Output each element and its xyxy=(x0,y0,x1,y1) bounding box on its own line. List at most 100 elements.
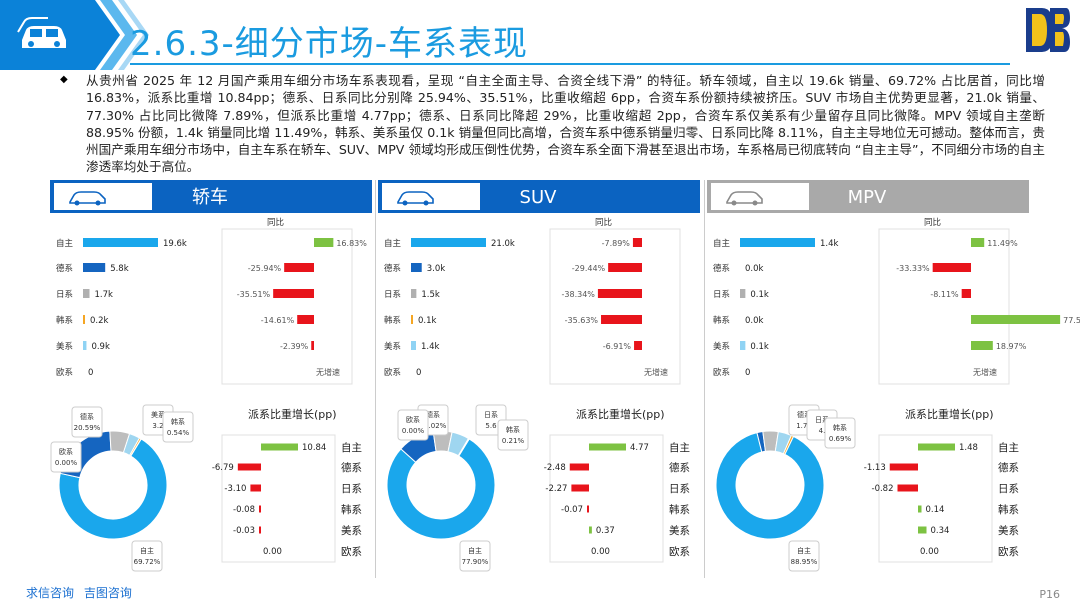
sales-label: 0.9k xyxy=(91,342,110,352)
donut-callout-box xyxy=(71,406,103,438)
category-label: 德系 xyxy=(56,263,73,274)
pp-category-label: 美系 xyxy=(341,524,362,537)
footer-link-jitu[interactable]: 吉图咨询 xyxy=(83,586,132,600)
category-label: 日系 xyxy=(56,289,73,300)
sales-label: 0.1k xyxy=(750,290,769,300)
pp-category-label: 德系 xyxy=(998,461,1019,474)
donut-callout-box xyxy=(824,417,856,449)
category-label: 美系 xyxy=(384,341,401,352)
pp-label: 0.37 xyxy=(596,526,615,536)
category-label: 自主 xyxy=(713,238,731,249)
pp-label: 0.34 xyxy=(931,526,950,536)
pp-category-label: 美系 xyxy=(998,524,1019,537)
pp-category-label: 日系 xyxy=(669,483,690,495)
yoy-bar xyxy=(634,341,642,350)
yoy-chart-frame xyxy=(549,228,681,385)
pp-label: 4.77 xyxy=(630,443,649,453)
yoy-label: 无增速 xyxy=(644,367,668,377)
page-title: 2.6.3-细分市场-车系表现 xyxy=(130,24,529,64)
category-label: 美系 xyxy=(713,341,730,352)
yoy-label: -6.91% xyxy=(603,342,632,351)
pp-label: -1.13 xyxy=(864,463,886,473)
yoy-label: -8.11% xyxy=(930,290,959,299)
donut-callout-name: 欧系 xyxy=(406,415,420,424)
pp-bar xyxy=(569,463,589,471)
yoy-label: -38.34% xyxy=(562,290,596,299)
donut-callout-box xyxy=(397,409,429,441)
category-label: 自主 xyxy=(384,238,402,249)
pp-category-label: 韩系 xyxy=(669,503,690,516)
yoy-bar xyxy=(601,315,642,324)
donut-callout-box xyxy=(788,540,820,572)
car-wheel-icon xyxy=(423,200,429,206)
pp-title: 派系比重增长(pp) xyxy=(576,407,665,421)
pp-bar xyxy=(571,484,589,492)
yoy-label: -25.94% xyxy=(248,264,282,273)
donut-callout-value: 3.2 xyxy=(152,422,163,430)
yoy-bar xyxy=(284,263,314,272)
category-label: 欧系 xyxy=(713,367,730,378)
yoy-label: 77.50% xyxy=(1063,316,1080,325)
yoy-label: 无增速 xyxy=(316,367,340,377)
pp-bar xyxy=(259,526,261,534)
sales-bar xyxy=(411,289,417,298)
pp-label: 0.00 xyxy=(263,547,282,557)
pp-label: -0.82 xyxy=(872,484,894,494)
pp-label: 0.00 xyxy=(591,547,610,557)
sales-label: 0 xyxy=(88,368,93,378)
yoy-bar xyxy=(311,341,314,350)
donut-callout-name: 自主 xyxy=(140,546,154,555)
category-label: 韩系 xyxy=(713,315,730,326)
sales-label: 5.8k xyxy=(110,264,129,274)
yoy-label: -35.63% xyxy=(565,316,599,325)
category-label: 欧系 xyxy=(56,367,73,378)
donut-slice xyxy=(782,434,795,456)
car-icon xyxy=(726,191,763,204)
pp-category-label: 德系 xyxy=(669,461,690,474)
donut-slice xyxy=(386,438,496,540)
sales-bar xyxy=(83,341,87,350)
category-label: 欧系 xyxy=(384,367,401,378)
donut-callout-box xyxy=(459,540,491,572)
pp-bar xyxy=(918,526,927,534)
donut-callout-name: 日系 xyxy=(484,410,498,419)
pp-bar xyxy=(259,505,261,513)
pp-label: -6.79 xyxy=(212,463,234,473)
donut-callout-value: 0.69% xyxy=(829,435,852,443)
car-icon xyxy=(397,191,434,204)
pp-category-label: 自主 xyxy=(669,441,690,454)
donut-callout-value: 5.6 xyxy=(485,422,497,430)
yoy-bar xyxy=(971,238,985,247)
pp-chart-frame xyxy=(549,434,664,563)
bullet-icon: ◆ xyxy=(60,74,68,85)
donut-callout-name: 德系 xyxy=(797,410,811,419)
yoy-bar xyxy=(608,263,642,272)
pp-bar xyxy=(587,505,589,513)
pp-label: -3.10 xyxy=(224,484,246,494)
pp-category-label: 欧系 xyxy=(998,546,1019,558)
donut-slice xyxy=(58,438,168,540)
sales-label: 0.2k xyxy=(90,316,109,326)
yoy-label: -29.44% xyxy=(572,264,606,273)
donut-callout-name: 韩系 xyxy=(833,423,847,432)
pp-label: 0.00 xyxy=(920,547,939,557)
car-wheel-icon xyxy=(752,200,758,206)
yoy-label: 16.83% xyxy=(336,239,367,248)
donut-callout-box xyxy=(50,441,82,473)
donut-slice xyxy=(457,438,470,457)
pp-bar xyxy=(918,505,922,513)
pp-title: 派系比重增长(pp) xyxy=(248,407,337,421)
yoy-bar xyxy=(971,341,993,350)
donut-callout-name: 韩系 xyxy=(506,425,520,434)
category-label: 日系 xyxy=(713,289,730,300)
pp-label: 1.48 xyxy=(959,443,978,453)
section-divider xyxy=(375,180,376,578)
yoy-title: 同比 xyxy=(267,217,284,228)
category-label: 韩系 xyxy=(384,315,401,326)
footer-link-qiuxin[interactable]: 求信咨询 xyxy=(26,586,75,600)
pp-label: 10.84 xyxy=(302,443,326,453)
segment-title: SUV xyxy=(520,187,558,208)
sales-bar xyxy=(83,289,90,298)
